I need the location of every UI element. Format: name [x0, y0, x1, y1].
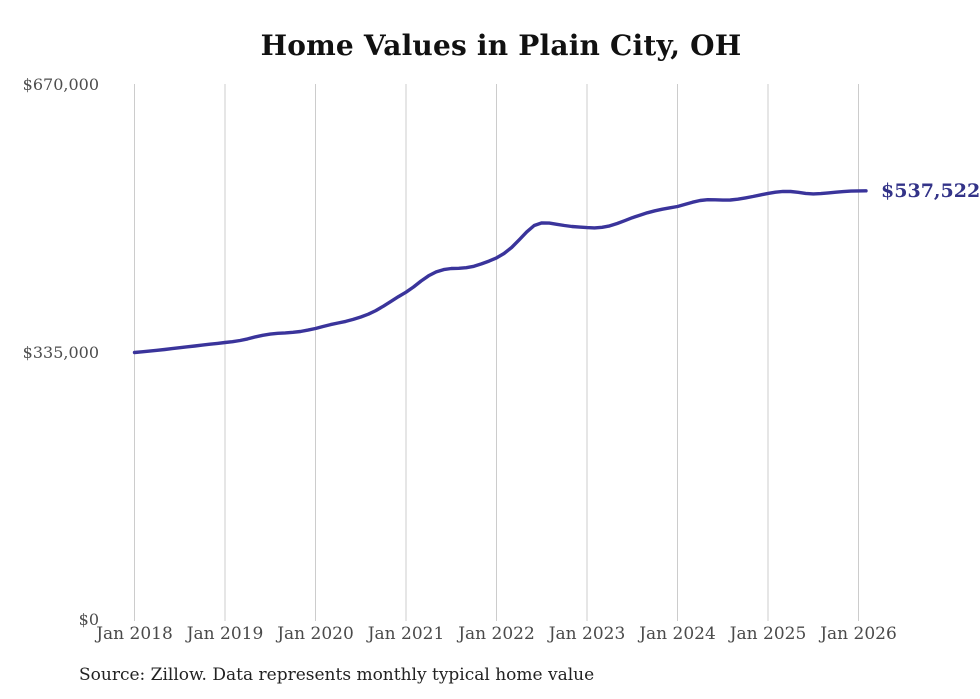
y-tick-label: $335,000 — [22, 342, 99, 362]
source-note: Source: Zillow. Data represents monthly … — [79, 665, 595, 685]
x-tick-label: Jan 2018 — [96, 624, 173, 644]
x-tick-label: Jan 2025 — [729, 624, 807, 644]
x-tick-label: Jan 2021 — [367, 624, 445, 644]
x-tick-label: Jan 2026 — [820, 624, 897, 644]
chart-title: Home Values in Plain City, OH — [260, 29, 742, 62]
x-tick-label: Jan 2022 — [458, 624, 535, 644]
y-tick-label: $0 — [78, 610, 99, 630]
y-axis: $670,000 $335,000 $0 — [0, 0, 99, 699]
x-tick-label: Jan 2024 — [639, 624, 716, 644]
latest-value-annotation: $537,522 — [881, 179, 980, 202]
y-tick-label: $670,000 — [22, 75, 99, 95]
home-value-line — [132, 189, 868, 355]
x-tick-label: Jan 2020 — [277, 624, 354, 644]
x-tick-label: Jan 2023 — [548, 624, 626, 644]
x-tick-label: Jan 2019 — [186, 624, 264, 644]
